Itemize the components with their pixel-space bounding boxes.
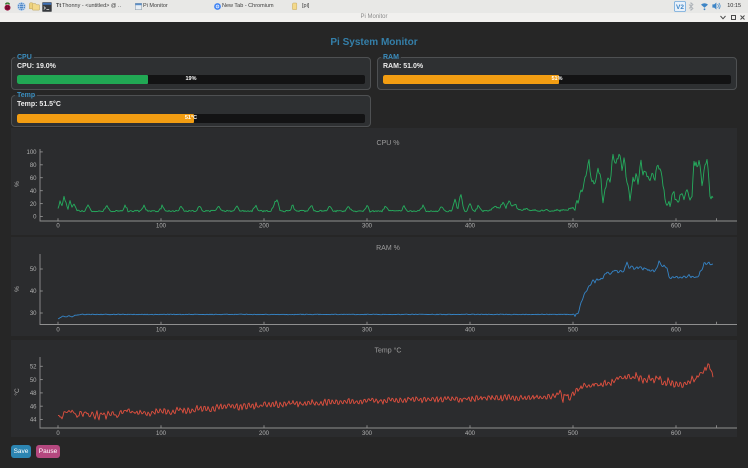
svg-text:500: 500 <box>568 224 579 230</box>
svg-text:60: 60 <box>30 176 37 182</box>
svg-text:300: 300 <box>362 431 373 437</box>
svg-text:RAM %: RAM % <box>376 245 400 252</box>
svg-text:100: 100 <box>26 150 37 156</box>
svg-text:100: 100 <box>156 224 167 230</box>
svg-text:0: 0 <box>56 328 60 334</box>
svg-text:80: 80 <box>30 163 37 169</box>
svg-text:CPU %: CPU % <box>377 140 400 147</box>
svg-text:46: 46 <box>30 404 37 410</box>
svg-text:200: 200 <box>259 431 270 437</box>
svg-text:50: 50 <box>30 378 37 384</box>
svg-text:400: 400 <box>465 431 476 437</box>
svg-text:°C: °C <box>13 388 21 396</box>
svg-text:400: 400 <box>465 328 476 334</box>
svg-text:44: 44 <box>30 418 37 424</box>
svg-text:500: 500 <box>568 328 579 334</box>
svg-text:52: 52 <box>30 365 37 371</box>
svg-text:600: 600 <box>671 431 682 437</box>
svg-text:600: 600 <box>671 224 682 230</box>
svg-text:48: 48 <box>30 391 37 397</box>
svg-text:400: 400 <box>465 224 476 230</box>
svg-text:200: 200 <box>259 224 270 230</box>
svg-text:0: 0 <box>33 215 37 221</box>
svg-text:0: 0 <box>56 431 60 437</box>
svg-text:20: 20 <box>30 202 37 208</box>
svg-text:40: 40 <box>30 189 37 195</box>
svg-text:40: 40 <box>30 289 37 295</box>
svg-text:500: 500 <box>568 431 579 437</box>
svg-text:50: 50 <box>30 267 37 273</box>
svg-text:600: 600 <box>671 328 682 334</box>
svg-text:%: % <box>14 286 21 292</box>
svg-text:0: 0 <box>56 224 60 230</box>
svg-text:V2: V2 <box>676 4 684 11</box>
svg-text:Temp °C: Temp °C <box>375 347 402 355</box>
svg-text:100: 100 <box>156 328 167 334</box>
svg-text:300: 300 <box>362 224 373 230</box>
svg-text:100: 100 <box>156 431 167 437</box>
svg-text:%: % <box>14 181 21 187</box>
svg-text:30: 30 <box>30 311 37 317</box>
svg-text:200: 200 <box>259 328 270 334</box>
svg-text:300: 300 <box>362 328 373 334</box>
